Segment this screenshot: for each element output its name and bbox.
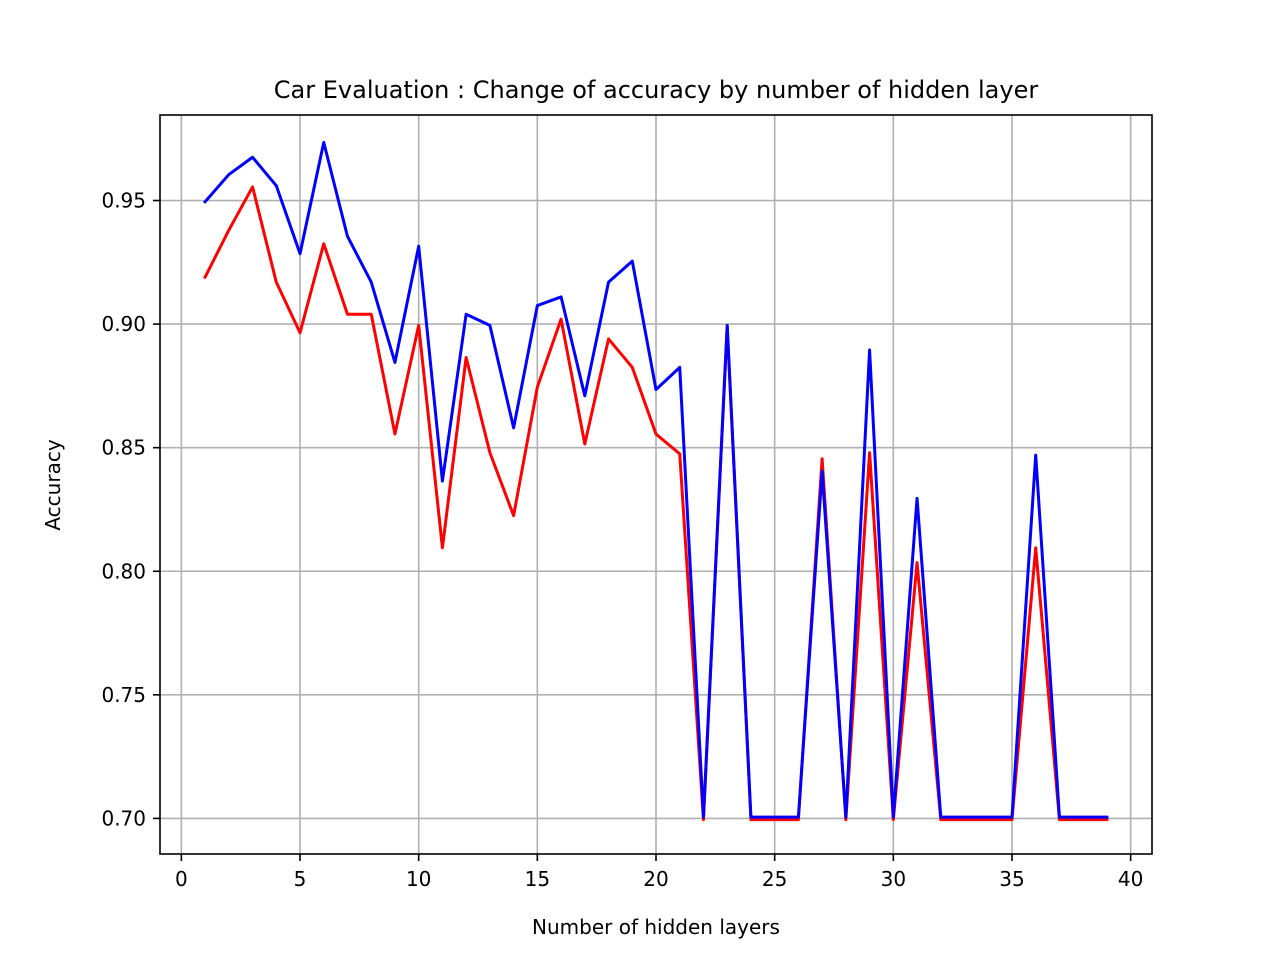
x-tick-label: 0 <box>175 867 188 891</box>
series-lines <box>202 140 1109 822</box>
series-line-2 <box>202 140 1109 819</box>
x-tick-label: 30 <box>881 867 906 891</box>
y-tick-label: 0.75 <box>101 683 146 707</box>
x-tick-label: 20 <box>643 867 668 891</box>
x-tick-label: 40 <box>1118 867 1143 891</box>
x-axis-title: Number of hidden layers <box>532 915 780 939</box>
x-tick-label: 15 <box>525 867 550 891</box>
y-tick-label: 0.80 <box>101 559 146 583</box>
y-tick-label: 0.85 <box>101 436 146 460</box>
y-tick-label: 0.90 <box>101 312 146 336</box>
y-axis-title: Accuracy <box>41 439 65 530</box>
y-tick-label: 0.70 <box>101 806 146 830</box>
chart-title: Car Evaluation : Change of accuracy by n… <box>274 76 1039 104</box>
x-tick-label: 35 <box>999 867 1024 891</box>
x-tick-label: 25 <box>762 867 787 891</box>
x-tick-label: 10 <box>406 867 431 891</box>
x-tick-label: 5 <box>294 867 307 891</box>
series-line-1 <box>203 185 1109 822</box>
axis-ticks: 0 5 10 15 20 25 30 35 40 0.70 0.75 0.80 0.85 0.90 0.95 <box>101 189 1143 891</box>
y-tick-label: 0.95 <box>101 189 146 213</box>
